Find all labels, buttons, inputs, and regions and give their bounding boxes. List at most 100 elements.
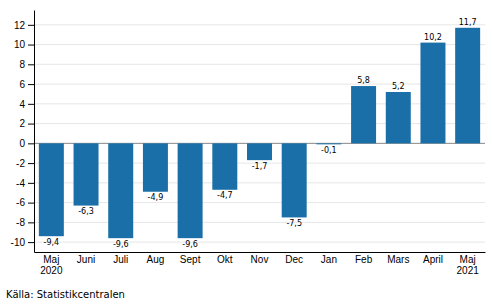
y-tick: 12 — [14, 20, 34, 31]
x-axis: Maj2020JuniJuliAugSeptOktNovDecJanFebMar… — [35, 253, 486, 277]
bar — [282, 143, 307, 217]
y-tick: 4 — [19, 99, 34, 110]
x-tick: Juni — [77, 254, 95, 265]
y-tick: 0 — [19, 138, 34, 149]
y-tick: -10 — [11, 237, 34, 248]
grid-line — [34, 103, 485, 104]
y-tick: -2 — [16, 158, 34, 169]
y-tick-label: -4 — [16, 178, 25, 189]
y-axis-line — [34, 11, 35, 253]
data-label: -0,1 — [321, 146, 337, 155]
x-tick: Mars — [387, 254, 409, 265]
bar — [108, 143, 133, 238]
x-tick: April — [423, 254, 443, 265]
x-tick-label-line: Aug — [147, 254, 165, 265]
bar — [39, 143, 64, 236]
bar — [420, 43, 445, 144]
x-tick-label-line: Sept — [180, 254, 201, 265]
bar — [386, 92, 411, 143]
y-tick: -4 — [16, 178, 34, 189]
x-tick-label-line: Jan — [321, 254, 337, 265]
x-tick-label-line: Nov — [251, 254, 269, 265]
data-label: -1,7 — [252, 162, 268, 171]
bar — [212, 143, 237, 189]
x-tick: Juli — [113, 254, 128, 265]
x-tick-label-line: Maj — [460, 254, 476, 265]
y-tick-label: 6 — [19, 79, 25, 90]
y-tick-mark — [28, 222, 34, 223]
data-label: 5,2 — [392, 82, 405, 91]
grid-line — [34, 123, 485, 124]
grid-line — [34, 242, 485, 243]
y-tick-label: -6 — [16, 197, 25, 208]
x-tick: Maj2021 — [457, 254, 480, 276]
y-tick-mark — [28, 242, 34, 243]
x-tick-label-line: Maj — [43, 254, 59, 265]
y-tick: -6 — [16, 197, 34, 208]
y-tick-label: -8 — [16, 217, 25, 228]
bar — [74, 143, 99, 205]
x-tick-label: April — [423, 254, 443, 265]
x-tick: Nov — [251, 254, 269, 265]
x-tick: Jan — [321, 254, 337, 265]
y-tick-mark — [28, 45, 34, 46]
x-tick-label: Feb — [355, 254, 373, 265]
x-axis-line — [35, 252, 486, 253]
data-labels: -9,4-6,3-9,6-4,9-9,6-4,7-1,7-7,5-0,15,85… — [44, 18, 477, 249]
data-label: 10,2 — [424, 33, 442, 42]
y-tick-mark — [28, 25, 34, 26]
grid-line — [34, 64, 485, 65]
source-note: Källa: Statistikcentralen — [6, 289, 125, 300]
bar — [316, 143, 341, 145]
y-tick-mark — [28, 203, 34, 204]
grid-line — [34, 202, 485, 203]
x-tick: Okt — [217, 254, 233, 265]
bar — [247, 143, 272, 160]
y-tick: 2 — [19, 118, 34, 129]
bar — [178, 143, 203, 238]
x-tick: Maj2020 — [40, 254, 63, 276]
y-tick-label: 8 — [19, 59, 25, 70]
grid — [34, 25, 485, 242]
y-tick-mark — [28, 64, 34, 65]
x-tick-label-line: 2021 — [457, 265, 480, 276]
x-tick-label: Sept — [180, 254, 201, 265]
y-tick-label: 12 — [14, 20, 26, 31]
data-label: -4,9 — [148, 193, 164, 202]
data-label: 5,8 — [357, 76, 370, 85]
data-label: 11,7 — [459, 18, 477, 27]
data-label: -6,3 — [78, 207, 94, 216]
x-tick-label-line: 2020 — [40, 265, 63, 276]
chart: -9,4-6,3-9,6-4,9-9,6-4,7-1,7-7,5-0,15,85… — [0, 0, 493, 304]
y-tick-mark — [28, 143, 34, 144]
y-tick-mark — [28, 104, 34, 105]
y-axis: -10 -8 -6 -4 -2 0 2 4 6 8 10 12 — [11, 11, 35, 253]
x-tick-label: Nov — [251, 254, 269, 265]
x-tick: Aug — [147, 254, 165, 265]
grid-line — [34, 24, 485, 25]
y-tick: 6 — [19, 79, 34, 90]
data-label: -9,6 — [182, 240, 198, 249]
bars — [39, 28, 480, 238]
y-tick: 10 — [14, 39, 34, 50]
y-tick: 8 — [19, 59, 34, 70]
y-tick-label: 2 — [19, 118, 25, 129]
data-label: -9,4 — [44, 238, 60, 247]
y-tick-mark — [28, 183, 34, 184]
x-tick: Sept — [180, 254, 201, 265]
x-tick-label-line: Juli — [113, 254, 128, 265]
y-tick-mark — [28, 84, 34, 85]
x-tick-label: Jan — [321, 254, 337, 265]
x-tick: Feb — [355, 254, 373, 265]
bar — [455, 28, 480, 144]
y-tick-mark — [28, 163, 34, 164]
x-tick-label-line: Okt — [217, 254, 233, 265]
x-tick-label: Maj2021 — [457, 254, 480, 276]
x-tick-label-line: April — [423, 254, 443, 265]
y-tick-label: 4 — [19, 99, 25, 110]
grid-line — [34, 222, 485, 223]
x-tick-label: Juli — [113, 254, 128, 265]
x-tick-label: Maj2020 — [40, 254, 63, 276]
data-label: -9,6 — [113, 240, 129, 249]
y-tick-label: 10 — [14, 39, 26, 50]
